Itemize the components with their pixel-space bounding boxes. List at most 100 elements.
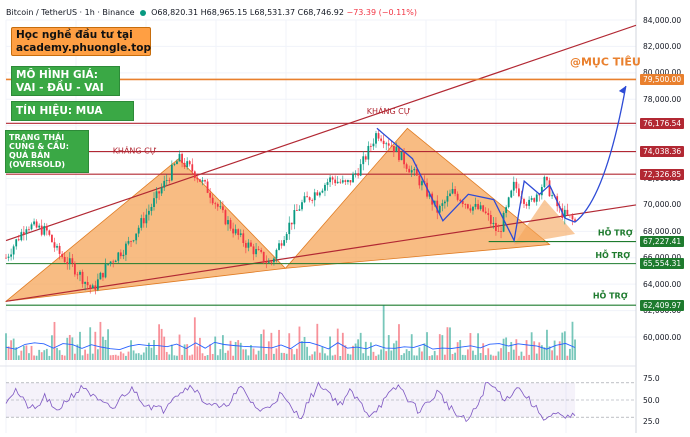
- volume-bar: [415, 355, 418, 360]
- volume-bar: [155, 354, 158, 360]
- pattern-shade-2: [284, 127, 551, 269]
- candle-body: [512, 181, 515, 191]
- candle-body: [5, 257, 7, 259]
- candle-body: [321, 190, 324, 193]
- volume-bar: [107, 329, 109, 360]
- candle-body: [280, 243, 283, 246]
- candle-body: [201, 180, 204, 182]
- candle-body: [339, 181, 342, 183]
- candle-body: [484, 211, 487, 214]
- volume-bar: [22, 345, 25, 360]
- volume-bar: [569, 348, 571, 360]
- candle-body: [474, 203, 477, 207]
- candle-body: [563, 209, 566, 219]
- candle-body: [38, 225, 41, 228]
- candle-body: [127, 241, 130, 244]
- pattern-zigzag: [376, 127, 576, 243]
- candle-body: [15, 239, 18, 247]
- candle-body: [265, 261, 268, 263]
- volume-bar: [423, 343, 426, 360]
- candle-body: [459, 199, 462, 201]
- candle-body: [104, 264, 107, 278]
- candle-body: [273, 258, 275, 263]
- volume-bar: [33, 355, 35, 360]
- symbol-label[interactable]: Bitcoin / TetherUS · 1h · Binance: [6, 8, 135, 17]
- candle-body: [56, 245, 58, 248]
- candle-body: [288, 222, 291, 235]
- volume-bar: [395, 340, 398, 360]
- candle-body: [12, 246, 15, 255]
- candle-body: [540, 187, 543, 196]
- volume-bar: [252, 348, 255, 360]
- candle-body: [466, 204, 469, 209]
- volume-bar: [216, 355, 219, 360]
- volume-bar: [196, 346, 199, 360]
- candle-body: [387, 143, 390, 146]
- volume-bar: [357, 339, 360, 360]
- volume-bar: [61, 354, 64, 360]
- price-tick-label: 78,000.00: [643, 94, 682, 104]
- volume-bar: [574, 339, 576, 360]
- volume-bar: [487, 348, 490, 360]
- candle-body: [395, 146, 398, 153]
- candle-body: [454, 189, 457, 194]
- volume-bar: [512, 349, 515, 360]
- candle-body: [7, 256, 10, 258]
- candle-body: [119, 252, 122, 257]
- candle-body: [306, 196, 309, 198]
- volume-bar: [387, 335, 390, 360]
- candle-body: [130, 241, 132, 242]
- candle-body: [477, 203, 479, 210]
- candle-body: [530, 198, 533, 200]
- volume-bar: [193, 317, 196, 360]
- candle-body: [548, 180, 551, 197]
- candle-body: [270, 261, 273, 263]
- change-value: −73.39 (−0.11%): [346, 8, 417, 17]
- volume-bar: [112, 355, 115, 360]
- candle-body: [517, 188, 520, 197]
- candle-body: [298, 209, 301, 211]
- candle-body: [421, 181, 423, 186]
- candle-body: [283, 240, 286, 246]
- volume-bar: [495, 355, 497, 360]
- candle-body: [244, 243, 247, 248]
- price-level-label: 62,409.97: [640, 299, 685, 311]
- volume-bar: [469, 333, 472, 360]
- candle-body: [449, 193, 451, 197]
- volume-bar: [191, 354, 194, 360]
- candle-body: [487, 213, 490, 216]
- rsi-line: [5, 381, 576, 423]
- volume-bar: [7, 346, 10, 360]
- state-line-3: QUÁ BÁN: [9, 151, 51, 160]
- close-value: C68,746.92: [297, 8, 344, 17]
- candle-body: [257, 249, 260, 250]
- pattern-box: MÔ HÌNH GIÁ: VAI - ĐẦU - VAI: [11, 66, 120, 96]
- candle-body: [53, 242, 56, 248]
- volume-bar: [5, 333, 7, 360]
- volume-bar: [40, 352, 43, 360]
- candle-body: [551, 195, 553, 197]
- rsi-tick-label: 75.0: [643, 374, 660, 384]
- volume-bar: [28, 353, 30, 360]
- candle-body: [349, 180, 352, 183]
- candle-body: [290, 222, 293, 225]
- volume-bar: [188, 355, 191, 360]
- candle-body: [229, 220, 232, 229]
- candle-body: [196, 177, 199, 180]
- candle-body: [400, 151, 403, 161]
- volume-bar: [530, 332, 533, 360]
- candle-body: [380, 138, 383, 141]
- candle-body: [500, 231, 502, 232]
- price-tick-label: 64,000.00: [643, 279, 682, 289]
- candle-body: [571, 215, 574, 220]
- candle-body: [255, 249, 257, 255]
- candle-body: [73, 263, 76, 275]
- candle-body: [461, 200, 464, 205]
- candle-body: [313, 192, 316, 201]
- candle-body: [20, 232, 23, 241]
- volume-bar: [303, 336, 306, 360]
- candle-body: [308, 197, 311, 201]
- candle-body: [507, 197, 510, 208]
- candle-body: [211, 197, 214, 204]
